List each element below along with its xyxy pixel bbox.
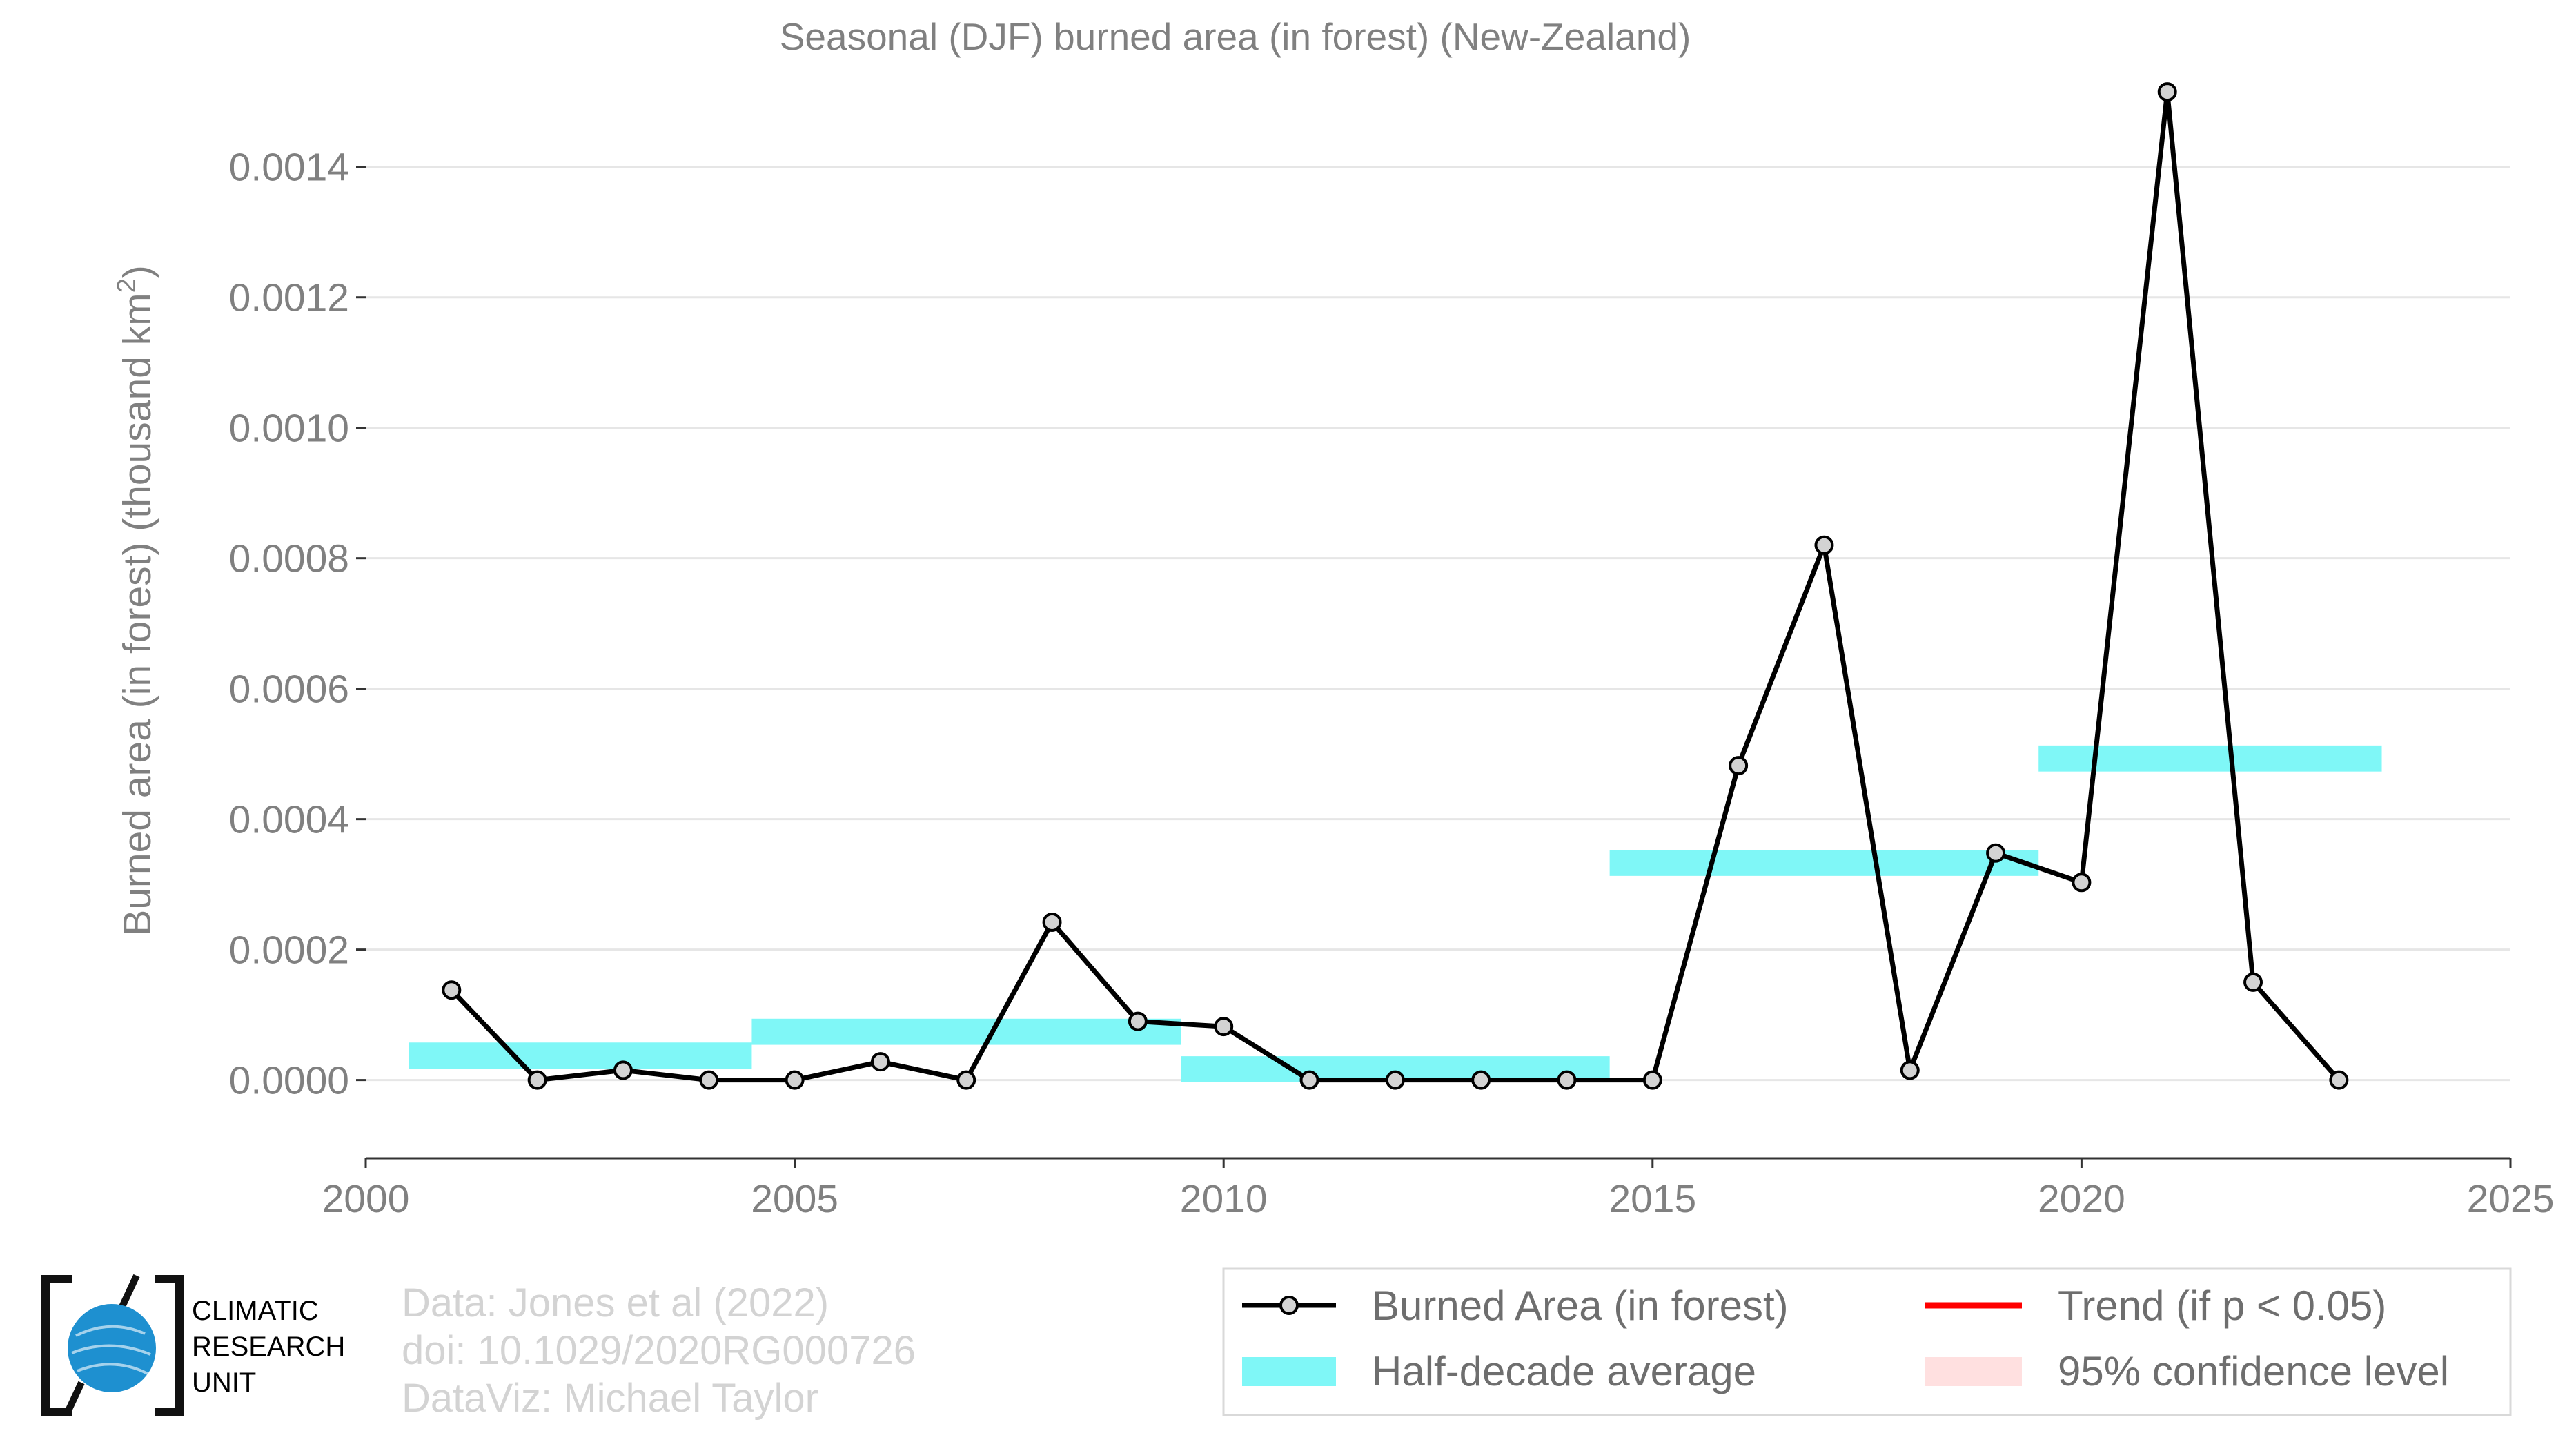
y-axis-title: Burned area (in forest) (thousand km2) bbox=[112, 265, 159, 936]
logo-text-climatic: CLIMATIC bbox=[192, 1296, 319, 1326]
data-point bbox=[1986, 843, 2006, 863]
data-point bbox=[613, 1060, 633, 1080]
x-tick-label: 2015 bbox=[1609, 1177, 1696, 1221]
legend-label-confidence: 95% confidence level bbox=[2058, 1348, 2449, 1394]
credit-data-source: Data: Jones et al (2022) bbox=[402, 1280, 829, 1325]
legend-confidence-swatch bbox=[1925, 1357, 2022, 1386]
half-decade-average-band bbox=[2038, 745, 2382, 772]
y-tick-label: 0.0008 bbox=[229, 537, 349, 581]
half-decade-average-bands bbox=[409, 745, 2382, 1082]
y-axis-title-close: ) bbox=[115, 265, 159, 278]
data-point bbox=[1557, 1070, 1577, 1090]
series-line-group bbox=[449, 89, 2341, 1083]
half-decade-average-band bbox=[409, 1042, 752, 1069]
data-point bbox=[699, 1070, 719, 1090]
credits: Data: Jones et al (2022) doi: 10.1029/20… bbox=[402, 1280, 916, 1421]
cru-logo: CLIMATIC RESEARCH UNIT bbox=[41, 1274, 345, 1417]
data-point bbox=[1385, 1070, 1405, 1090]
x-tick-label: 2025 bbox=[2467, 1177, 2555, 1221]
legend-series-marker-swatch bbox=[1279, 1296, 1299, 1315]
y-axis-ticks: 0.0000 0.0002 0.0004 0.0006 0.0008 0.0010 0.00… bbox=[229, 146, 366, 1103]
data-point bbox=[1214, 1017, 1234, 1037]
legend-label-burned-area: Burned Area (in forest) bbox=[1372, 1283, 1789, 1329]
credit-doi: doi: 10.1029/2020RG000726 bbox=[402, 1328, 916, 1373]
data-point bbox=[2072, 873, 2092, 893]
y-axis-title-superscript: 2 bbox=[112, 278, 141, 293]
data-point bbox=[1642, 1070, 1662, 1090]
legend-half-decade-swatch bbox=[1242, 1357, 1336, 1386]
series-line-burned-area bbox=[449, 89, 2341, 1083]
data-point bbox=[527, 1070, 547, 1090]
data-point bbox=[442, 980, 462, 1000]
x-axis-ticks: 2000 2005 2010 2015 2020 2025 bbox=[322, 1158, 2555, 1221]
x-tick-label: 2010 bbox=[1180, 1177, 1268, 1221]
x-tick-label: 2005 bbox=[751, 1177, 838, 1221]
half-decade-average-band bbox=[751, 1018, 1181, 1045]
y-axis-title-text: Burned area (in forest) (thousand km bbox=[115, 293, 159, 935]
data-point bbox=[1900, 1060, 1920, 1080]
data-point bbox=[1042, 912, 1062, 932]
logo-frame-slash-top bbox=[118, 1274, 140, 1310]
legend-box bbox=[1222, 1267, 2512, 1416]
credit-dataviz: DataViz: Michael Taylor bbox=[402, 1376, 818, 1421]
logo-text-unit: UNIT bbox=[192, 1367, 256, 1398]
globe-swirl-icon bbox=[71, 1325, 151, 1375]
data-point bbox=[1128, 1011, 1148, 1031]
y-tick-label: 0.0004 bbox=[229, 798, 349, 842]
y-tick-label: 0.0002 bbox=[229, 928, 349, 973]
y-tick-label: 0.0014 bbox=[229, 146, 349, 190]
logo-frame-left-bracket bbox=[41, 1275, 72, 1416]
legend: Burned Area (in forest) Trend (if p < 0.… bbox=[1222, 1267, 2512, 1416]
data-point bbox=[785, 1070, 805, 1090]
half-decade-average-band bbox=[1609, 850, 2039, 876]
x-tick-label: 2020 bbox=[2038, 1177, 2125, 1221]
logo-frame-right-bracket bbox=[155, 1275, 184, 1416]
logo-frame-slash-bottom bbox=[63, 1381, 85, 1417]
data-point bbox=[2243, 972, 2263, 992]
logo-text-research: RESEARCH bbox=[192, 1332, 345, 1362]
data-point bbox=[1814, 535, 1834, 555]
data-point bbox=[2329, 1070, 2349, 1090]
gridlines bbox=[366, 166, 2510, 1082]
data-point bbox=[1471, 1070, 1491, 1090]
y-tick-label: 0.0010 bbox=[229, 407, 349, 451]
data-point bbox=[1299, 1070, 1319, 1090]
data-point bbox=[1729, 756, 1749, 776]
data-point bbox=[870, 1052, 890, 1072]
y-tick-label: 0.0000 bbox=[229, 1059, 349, 1103]
data-points bbox=[442, 82, 2349, 1090]
legend-label-half-decade: Half-decade average bbox=[1372, 1348, 1756, 1394]
legend-label-trend: Trend (if p < 0.05) bbox=[2058, 1283, 2386, 1329]
globe-icon bbox=[68, 1304, 156, 1392]
chart-title: Seasonal (DJF) burned area (in forest) (… bbox=[780, 15, 1691, 58]
y-tick-label: 0.0012 bbox=[229, 276, 349, 320]
data-point bbox=[2157, 82, 2177, 102]
y-tick-label: 0.0006 bbox=[229, 668, 349, 712]
x-tick-label: 2000 bbox=[322, 1177, 410, 1221]
data-point bbox=[956, 1070, 976, 1090]
